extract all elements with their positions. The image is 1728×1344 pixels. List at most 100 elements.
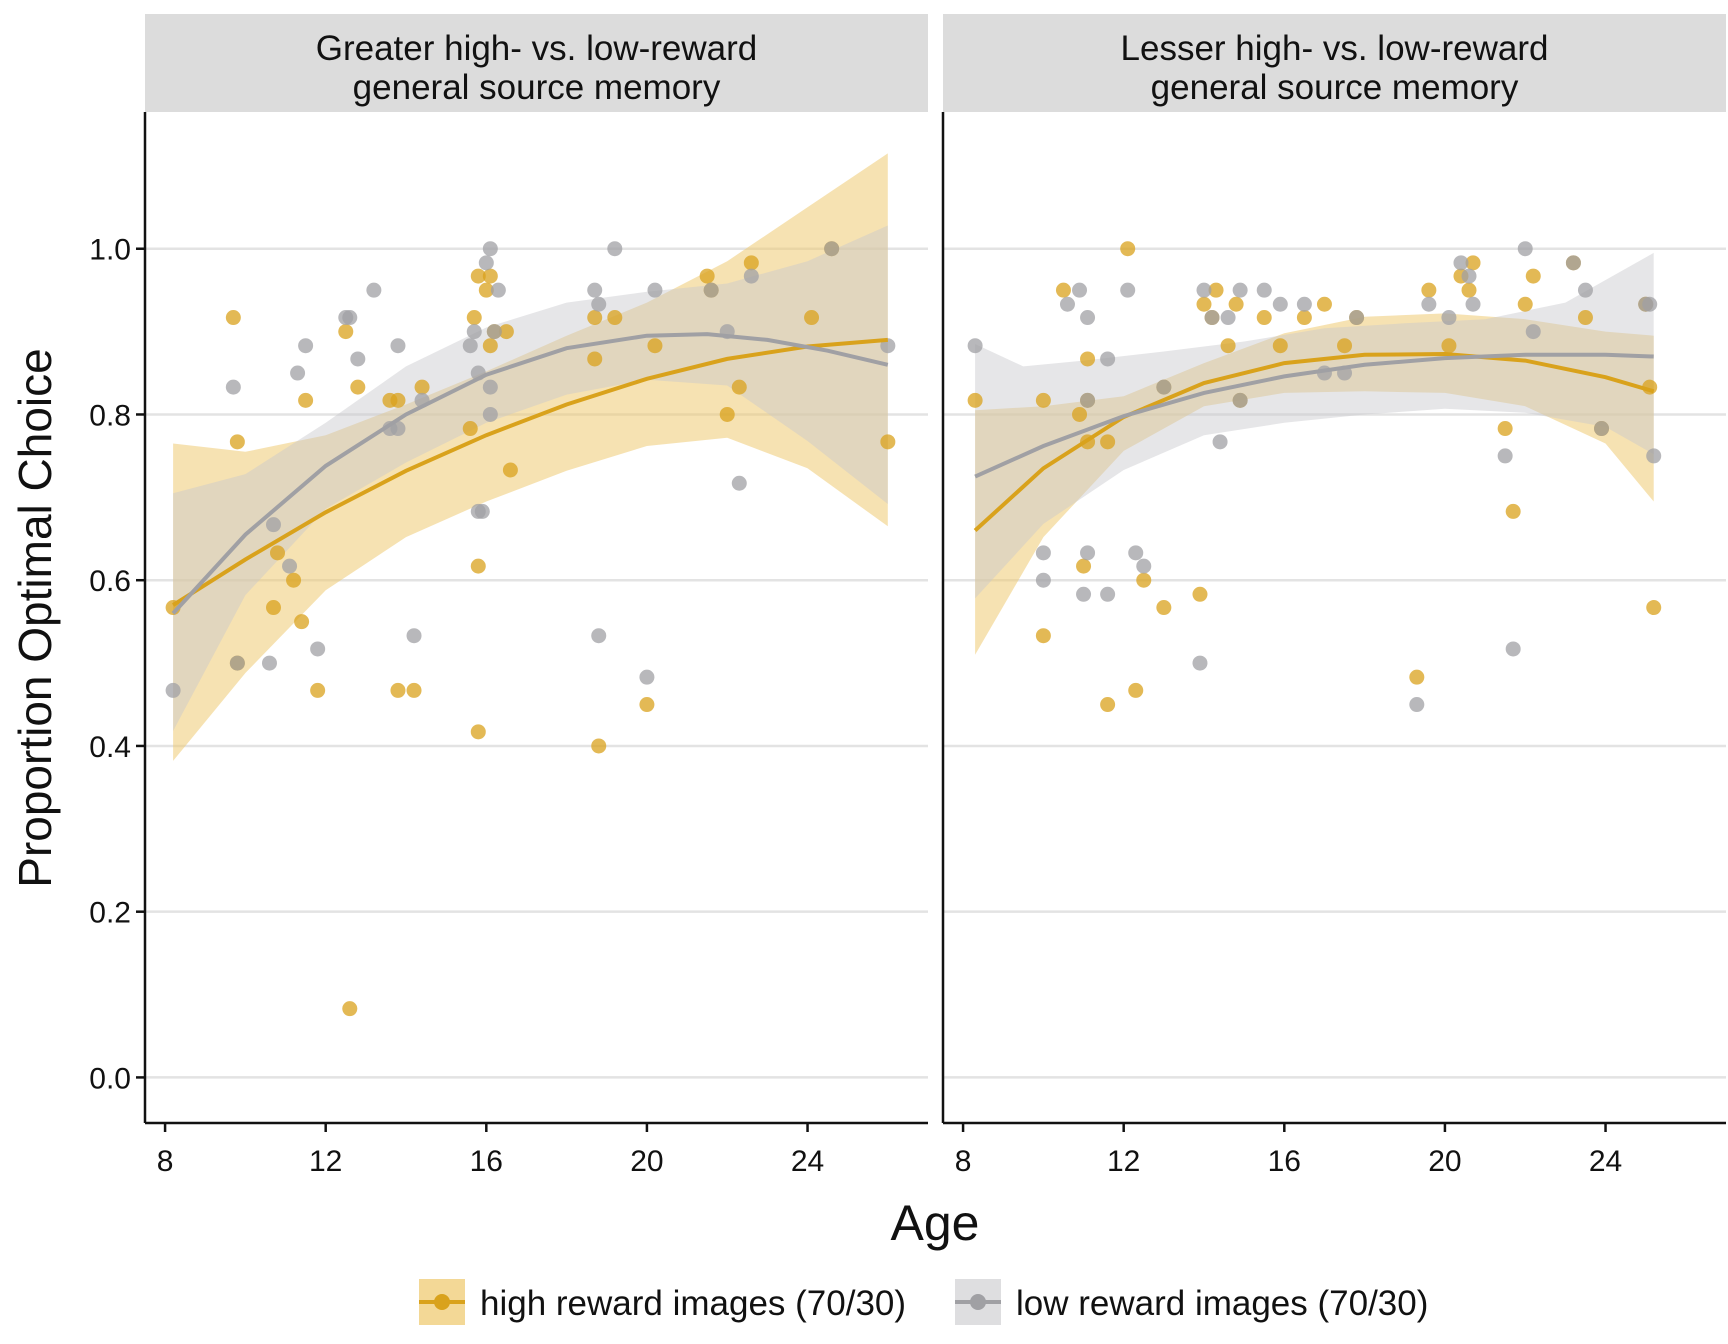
data-point-low xyxy=(1272,296,1288,312)
data-point-low xyxy=(591,296,607,312)
data-point-high xyxy=(502,462,518,478)
data-point-high xyxy=(1316,296,1332,312)
data-point-high xyxy=(265,600,281,616)
confidence-band-low xyxy=(173,225,888,731)
strip-background xyxy=(145,14,928,112)
data-point-high xyxy=(743,255,759,271)
strip-background xyxy=(943,14,1726,112)
strip-title-line: general source memory xyxy=(353,68,721,107)
legend-item-low: low reward images (70/30) xyxy=(955,1279,1428,1325)
data-point-low xyxy=(474,503,490,519)
data-point-high xyxy=(1072,406,1088,422)
data-point-high xyxy=(286,572,302,588)
data-point-low xyxy=(342,310,358,326)
data-point-high xyxy=(1128,682,1144,698)
data-point-high xyxy=(225,310,241,326)
data-point-high xyxy=(482,268,498,284)
data-point-low xyxy=(1453,255,1469,271)
data-point-high xyxy=(1080,351,1096,367)
data-point-low xyxy=(482,241,498,257)
legend: high reward images (70/30) low reward ima… xyxy=(419,1279,1428,1325)
data-point-high xyxy=(1256,310,1272,326)
y-tick-label: 0.0 xyxy=(89,1062,131,1095)
points-high xyxy=(165,241,896,1017)
data-point-high xyxy=(1156,600,1172,616)
data-point-low xyxy=(1220,310,1236,326)
data-point-low xyxy=(647,282,663,298)
confidence-band-high xyxy=(975,313,1654,655)
data-point-high xyxy=(310,682,326,698)
data-point-high xyxy=(1646,600,1662,616)
data-point-low xyxy=(1525,324,1541,340)
data-point-low xyxy=(1156,379,1172,395)
data-point-low xyxy=(1080,310,1096,326)
legend-key-point xyxy=(970,1294,986,1310)
data-point-low xyxy=(165,682,181,698)
data-point-high xyxy=(466,310,482,326)
data-point-high xyxy=(587,351,603,367)
fit-line-low xyxy=(171,332,889,615)
data-point-low xyxy=(703,282,719,298)
data-point-high xyxy=(587,310,603,326)
data-point-low xyxy=(1594,421,1610,437)
y-tick-label: 1.0 xyxy=(89,234,131,267)
data-point-high xyxy=(1120,241,1136,257)
data-point-high xyxy=(298,392,314,408)
legend-label: high reward images (70/30) xyxy=(480,1284,906,1323)
data-point-low xyxy=(1409,697,1425,713)
data-point-high xyxy=(967,392,983,408)
data-point-high xyxy=(607,310,623,326)
data-point-high xyxy=(1220,338,1236,354)
y-tick-label: 0.4 xyxy=(89,731,131,764)
data-point-high xyxy=(390,392,406,408)
data-point-high xyxy=(338,324,354,340)
data-point-low xyxy=(310,641,326,657)
data-point-high xyxy=(1441,338,1457,354)
data-point-high xyxy=(1196,296,1212,312)
fit-line-high xyxy=(172,337,888,607)
data-point-low xyxy=(743,268,759,284)
x-tick-label: 24 xyxy=(791,1145,824,1178)
data-point-high xyxy=(1517,296,1533,312)
x-tick-label: 20 xyxy=(630,1145,663,1178)
data-point-high xyxy=(270,545,286,561)
data-point-low xyxy=(1465,296,1481,312)
data-point-high xyxy=(1461,282,1477,298)
data-point-low xyxy=(261,655,277,671)
data-point-low xyxy=(390,338,406,354)
data-point-low xyxy=(1505,641,1521,657)
data-point-low xyxy=(366,282,382,298)
x-tick-label: 12 xyxy=(309,1145,342,1178)
x-axis-title: Age xyxy=(891,1195,980,1251)
data-point-low xyxy=(462,338,478,354)
y-axis-title: Proportion Optimal Choice xyxy=(9,348,61,887)
x-tick-label: 24 xyxy=(1589,1145,1622,1178)
data-point-low xyxy=(478,255,494,271)
data-point-low xyxy=(1196,282,1212,298)
data-point-high xyxy=(1497,421,1513,437)
data-point-high xyxy=(591,738,607,754)
data-point-high xyxy=(229,434,245,450)
data-point-low xyxy=(1035,545,1051,561)
data-point-high xyxy=(731,379,747,395)
data-point-low xyxy=(967,338,983,354)
data-point-high xyxy=(804,310,820,326)
data-point-low xyxy=(1080,545,1096,561)
data-point-high xyxy=(1100,697,1116,713)
data-point-low xyxy=(1192,655,1208,671)
y-tick-label: 0.6 xyxy=(89,565,131,598)
data-point-low xyxy=(1232,392,1248,408)
data-point-high xyxy=(1055,282,1071,298)
data-point-high xyxy=(647,338,663,354)
data-point-high xyxy=(1035,628,1051,644)
data-point-low xyxy=(1128,545,1144,561)
x-tick-label: 8 xyxy=(955,1145,972,1178)
data-point-low xyxy=(298,338,314,354)
data-point-low xyxy=(587,282,603,298)
data-point-low xyxy=(607,241,623,257)
data-point-low xyxy=(591,628,607,644)
data-point-low xyxy=(1497,448,1513,464)
data-point-low xyxy=(1035,572,1051,588)
